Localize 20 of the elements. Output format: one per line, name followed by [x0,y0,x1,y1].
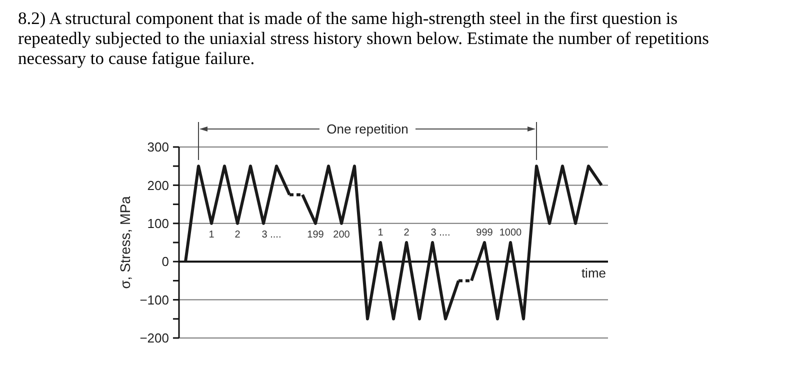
annotation: 2 [404,228,410,238]
annotation: 3 .... [430,228,450,238]
annotation: 1 [208,229,215,240]
annotation: 200 [333,229,350,240]
y-tick-label: 0 [162,254,169,270]
y-tick-label: 300 [147,140,169,155]
annotation: 1000 [499,228,522,238]
annotation: 2 [234,229,241,240]
annotation: 3 .... [262,229,282,240]
y-tick-label: −200 [140,330,169,346]
annotation: 1 [378,228,384,238]
y-tick-label: −100 [140,292,169,308]
annotation: 199 [307,229,324,240]
y-tick-label: 200 [147,178,169,193]
x-axis-title: time [581,266,606,281]
annotation: 999 [476,228,494,238]
y-axis-title: σ, Stress, MPa [117,196,133,289]
chart-title: 8.2) A structural component that is made of the same high-strength steel in the first question is repeatedly subjected to the uniaxial stress history shown below. Estimate the number of repetitions necessary to cause fatigue failure. [18,8,710,68]
text: One repetition [326,122,408,137]
y-tick-label: 100 [147,216,169,231]
